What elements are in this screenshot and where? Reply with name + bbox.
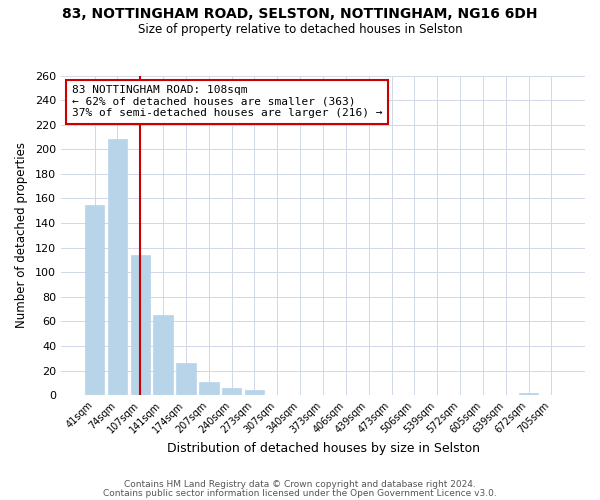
Text: Contains HM Land Registry data © Crown copyright and database right 2024.: Contains HM Land Registry data © Crown c… bbox=[124, 480, 476, 489]
Text: Size of property relative to detached houses in Selston: Size of property relative to detached ho… bbox=[137, 22, 463, 36]
Bar bbox=[519, 392, 538, 395]
Y-axis label: Number of detached properties: Number of detached properties bbox=[15, 142, 28, 328]
Bar bbox=[154, 316, 173, 395]
Bar bbox=[245, 390, 264, 395]
Bar bbox=[222, 388, 241, 395]
Bar bbox=[85, 204, 104, 395]
Bar bbox=[199, 382, 218, 395]
Text: Contains public sector information licensed under the Open Government Licence v3: Contains public sector information licen… bbox=[103, 489, 497, 498]
Bar bbox=[131, 255, 150, 395]
Text: 83 NOTTINGHAM ROAD: 108sqm
← 62% of detached houses are smaller (363)
37% of sem: 83 NOTTINGHAM ROAD: 108sqm ← 62% of deta… bbox=[71, 85, 382, 118]
Bar bbox=[176, 363, 196, 395]
Bar bbox=[108, 140, 127, 395]
X-axis label: Distribution of detached houses by size in Selston: Distribution of detached houses by size … bbox=[167, 442, 479, 455]
Text: 83, NOTTINGHAM ROAD, SELSTON, NOTTINGHAM, NG16 6DH: 83, NOTTINGHAM ROAD, SELSTON, NOTTINGHAM… bbox=[62, 8, 538, 22]
